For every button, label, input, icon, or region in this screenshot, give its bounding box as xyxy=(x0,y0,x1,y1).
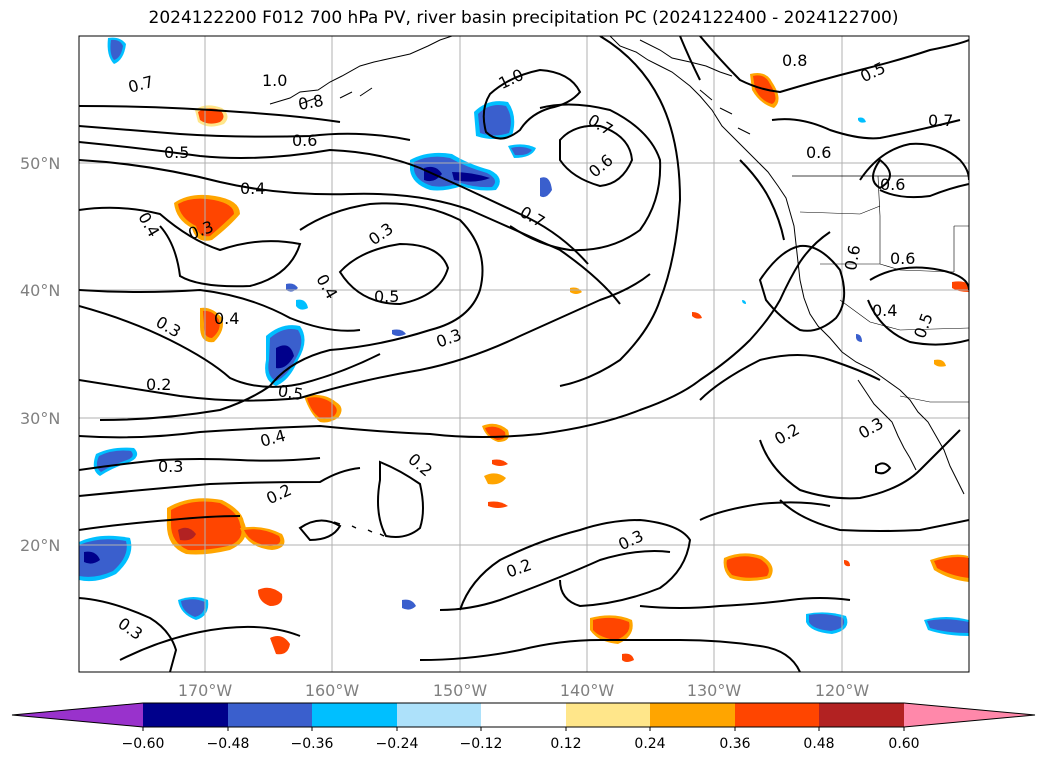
contour-label: 0.6 xyxy=(292,131,317,150)
lon-label: 140°W xyxy=(560,681,615,700)
colorbar-segment xyxy=(650,703,735,727)
contour-label: 0.5 xyxy=(276,381,304,404)
colorbar-segment xyxy=(566,703,650,727)
colorbar-tick-label: 0.60 xyxy=(888,736,919,752)
colorbar-segment xyxy=(819,703,904,727)
contour-label: 0.8 xyxy=(297,91,325,114)
latitude-labels: 50°N 40°N 30°N 20°N xyxy=(20,154,60,555)
lon-label: 170°W xyxy=(178,681,233,700)
colorbar-tick-label: −0.48 xyxy=(207,736,250,752)
graticule xyxy=(79,36,969,672)
figure-title: 2024122200 F012 700 hPa PV, river basin … xyxy=(148,8,899,28)
positive-patches xyxy=(166,73,969,662)
lon-label: 130°W xyxy=(687,681,742,700)
colorbar-tick-label: 0.12 xyxy=(550,736,581,752)
contour-label: 1.0 xyxy=(262,71,287,90)
colorbar-tick-label: 0.36 xyxy=(719,736,750,752)
contour-label: 0.7 xyxy=(928,111,953,130)
colorbar-segment xyxy=(904,703,1035,727)
map-frame xyxy=(78,35,970,673)
colorbar-segment xyxy=(143,703,228,727)
colorbar-tick-label: 0.24 xyxy=(634,736,665,752)
lat-label: 40°N xyxy=(20,281,60,300)
colorbar-tick-label: −0.36 xyxy=(291,736,334,752)
contour-label: 0.2 xyxy=(146,375,171,394)
longitude-labels: 170°W 160°W 150°W 140°W 130°W 120°W xyxy=(178,681,870,700)
contour-label: 0.4 xyxy=(240,179,265,198)
contour-label: 0.4 xyxy=(872,301,897,320)
colorbar-segment xyxy=(312,703,397,727)
lat-label: 20°N xyxy=(20,536,60,555)
lat-label: 50°N xyxy=(20,154,60,173)
colorbar-segment xyxy=(735,703,819,727)
colorbar-tick-label: −0.24 xyxy=(376,736,419,752)
colorbar: −0.60 −0.48 −0.36 −0.24 −0.12 0.12 0.24 … xyxy=(11,702,1036,752)
colorbar-segment xyxy=(12,703,143,727)
colorbar-segment xyxy=(228,703,312,727)
lat-label: 30°N xyxy=(20,409,60,428)
contour-label: 0.6 xyxy=(880,175,905,194)
contour-label: 0.6 xyxy=(890,249,915,268)
contour-label: 0.5 xyxy=(374,287,399,306)
contour-label: 0.8 xyxy=(782,51,807,70)
colorbar-tick-label: 0.48 xyxy=(803,736,834,752)
lon-label: 150°W xyxy=(433,681,488,700)
colorbar-tick-label: −0.60 xyxy=(122,736,165,752)
lon-label: 160°W xyxy=(305,681,360,700)
contour-label: 0.3 xyxy=(158,457,183,476)
contour-label: 0.4 xyxy=(214,309,239,328)
colorbar-segment xyxy=(481,703,566,727)
map-background xyxy=(79,36,969,672)
colorbar-tick-label: −0.12 xyxy=(460,736,503,752)
coastlines xyxy=(269,36,969,537)
colorbar-segment xyxy=(397,703,481,727)
lon-label: 120°W xyxy=(815,681,870,700)
contour-label: 0.6 xyxy=(806,143,831,162)
contour-label: 0.5 xyxy=(164,143,189,162)
contour-label: 0.6 xyxy=(841,244,864,272)
pv-contours xyxy=(79,36,969,672)
